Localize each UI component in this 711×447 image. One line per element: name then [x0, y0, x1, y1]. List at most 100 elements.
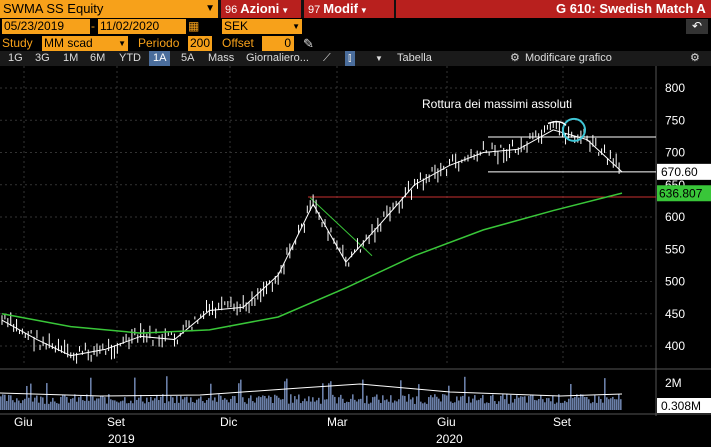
- caret-down-icon: ▼: [359, 6, 368, 15]
- volume-bar: [346, 401, 348, 410]
- volume-bar: [306, 401, 308, 410]
- volume-bar: [206, 400, 208, 410]
- volume-bar: [140, 394, 142, 410]
- volume-bar: [224, 398, 226, 410]
- volume-bar: [424, 402, 426, 410]
- volume-bar: [106, 403, 108, 410]
- volume-bar: [582, 394, 584, 410]
- volume-bar: [16, 398, 18, 410]
- volume-bar: [46, 383, 48, 410]
- volume-bar: [386, 399, 388, 410]
- volume-bar: [110, 399, 112, 410]
- window-title: G 610: Swedish Match A: [396, 0, 711, 18]
- volume-bar: [62, 394, 64, 410]
- calendar-icon[interactable]: ▦: [188, 19, 200, 33]
- tf-1m[interactable]: 1M: [63, 52, 79, 64]
- tf-1g[interactable]: 1G: [8, 52, 23, 64]
- table-tab[interactable]: Tabella: [397, 52, 432, 64]
- back-icon[interactable]: ↶: [686, 19, 708, 34]
- volume-bar: [254, 402, 256, 410]
- offset-input[interactable]: 0: [262, 36, 294, 51]
- volume-bar: [134, 377, 136, 410]
- volume-bar: [70, 398, 72, 410]
- bar-chart-icon[interactable]: ⫾: [345, 51, 355, 66]
- volume-bar: [54, 401, 56, 410]
- tf-ytd[interactable]: YTD: [119, 52, 141, 64]
- volume-bar: [320, 403, 322, 410]
- price-tick-label: 450: [665, 307, 685, 321]
- tf-6m[interactable]: 6M: [90, 52, 106, 64]
- tf-5a[interactable]: 5A: [181, 52, 195, 64]
- volume-bar: [214, 397, 216, 410]
- tf-1a[interactable]: 1A: [149, 51, 171, 66]
- volume-bar: [290, 394, 292, 410]
- chevron-down-icon[interactable]: ▼: [375, 54, 383, 63]
- study-value: MM scad: [44, 36, 93, 50]
- volume-bar: [382, 395, 384, 410]
- volume-bar: [380, 402, 382, 410]
- volume-bar: [496, 403, 498, 410]
- volume-bar: [408, 394, 410, 410]
- volume-bar: [44, 403, 46, 410]
- price-line: [1, 129, 623, 357]
- currency-value: SEK: [224, 19, 249, 33]
- volume-bar: [282, 399, 284, 410]
- volume-last-tag: [657, 398, 711, 413]
- volume-bar: [450, 401, 452, 410]
- volume-bar: [248, 398, 250, 410]
- study-select[interactable]: MM scad ▼: [42, 36, 128, 51]
- volume-bar: [160, 396, 162, 410]
- tf-3g[interactable]: 3G: [35, 52, 50, 64]
- end-date-input[interactable]: 11/02/2020: [98, 19, 186, 34]
- volume-bar: [8, 394, 10, 410]
- volume-bar: [576, 394, 578, 410]
- volume-bar: [504, 399, 506, 410]
- line-chart-icon[interactable]: ⟋: [323, 52, 331, 64]
- start-date-input[interactable]: 05/23/2019: [2, 19, 90, 34]
- volume-bar: [128, 403, 130, 410]
- volume-bar: [186, 396, 188, 410]
- time-tick-label: Giu: [14, 415, 33, 429]
- volume-bar: [148, 402, 150, 410]
- modify-chart-tab[interactable]: Modificare grafico: [525, 52, 612, 64]
- volume-bar: [390, 395, 392, 410]
- price-tick-label: 800: [665, 81, 685, 95]
- chevron-down-icon[interactable]: ▼: [205, 3, 215, 14]
- volume-bar: [294, 396, 296, 410]
- volume-bar: [278, 397, 280, 410]
- volume-bar: [444, 394, 446, 410]
- tf-daily[interactable]: Giornaliero...: [246, 52, 309, 64]
- volume-bar: [398, 399, 400, 410]
- tf-max[interactable]: Mass: [208, 52, 235, 64]
- volume-bar: [324, 399, 326, 410]
- caret-down-icon: ▼: [281, 6, 290, 15]
- period-input[interactable]: 200: [188, 36, 212, 51]
- currency-select[interactable]: SEK ▼: [222, 19, 302, 34]
- volume-bar: [370, 402, 372, 410]
- ticker-field[interactable]: SWMA SS Equity ▼: [0, 0, 218, 18]
- volume-bar: [156, 394, 158, 410]
- volume-bar: [490, 395, 492, 410]
- volume-bar: [574, 396, 576, 410]
- volume-bar: [272, 403, 274, 410]
- volume-bar: [120, 401, 122, 410]
- actions-menu-button[interactable]: 96 Azioni ▼: [221, 0, 301, 18]
- volume-bar: [242, 397, 244, 410]
- volume-bar: [564, 400, 566, 410]
- period-label: Periodo: [138, 36, 180, 50]
- volume-bar: [522, 396, 524, 410]
- volume-bar: [236, 403, 238, 410]
- volume-bar: [100, 395, 102, 410]
- volume-bar: [542, 399, 544, 410]
- volume-bar: [440, 401, 442, 410]
- settings-icon[interactable]: ⚙: [510, 52, 520, 64]
- volume-bar: [302, 401, 304, 410]
- modify-menu-button[interactable]: 97 Modif ▼: [304, 0, 394, 18]
- volume-bar: [24, 398, 26, 410]
- pencil-icon[interactable]: ✎: [303, 36, 314, 51]
- volume-bar: [304, 398, 306, 410]
- volume-bar: [438, 398, 440, 410]
- volume-bar: [514, 398, 516, 410]
- settings-icon-right[interactable]: ⚙: [690, 52, 700, 64]
